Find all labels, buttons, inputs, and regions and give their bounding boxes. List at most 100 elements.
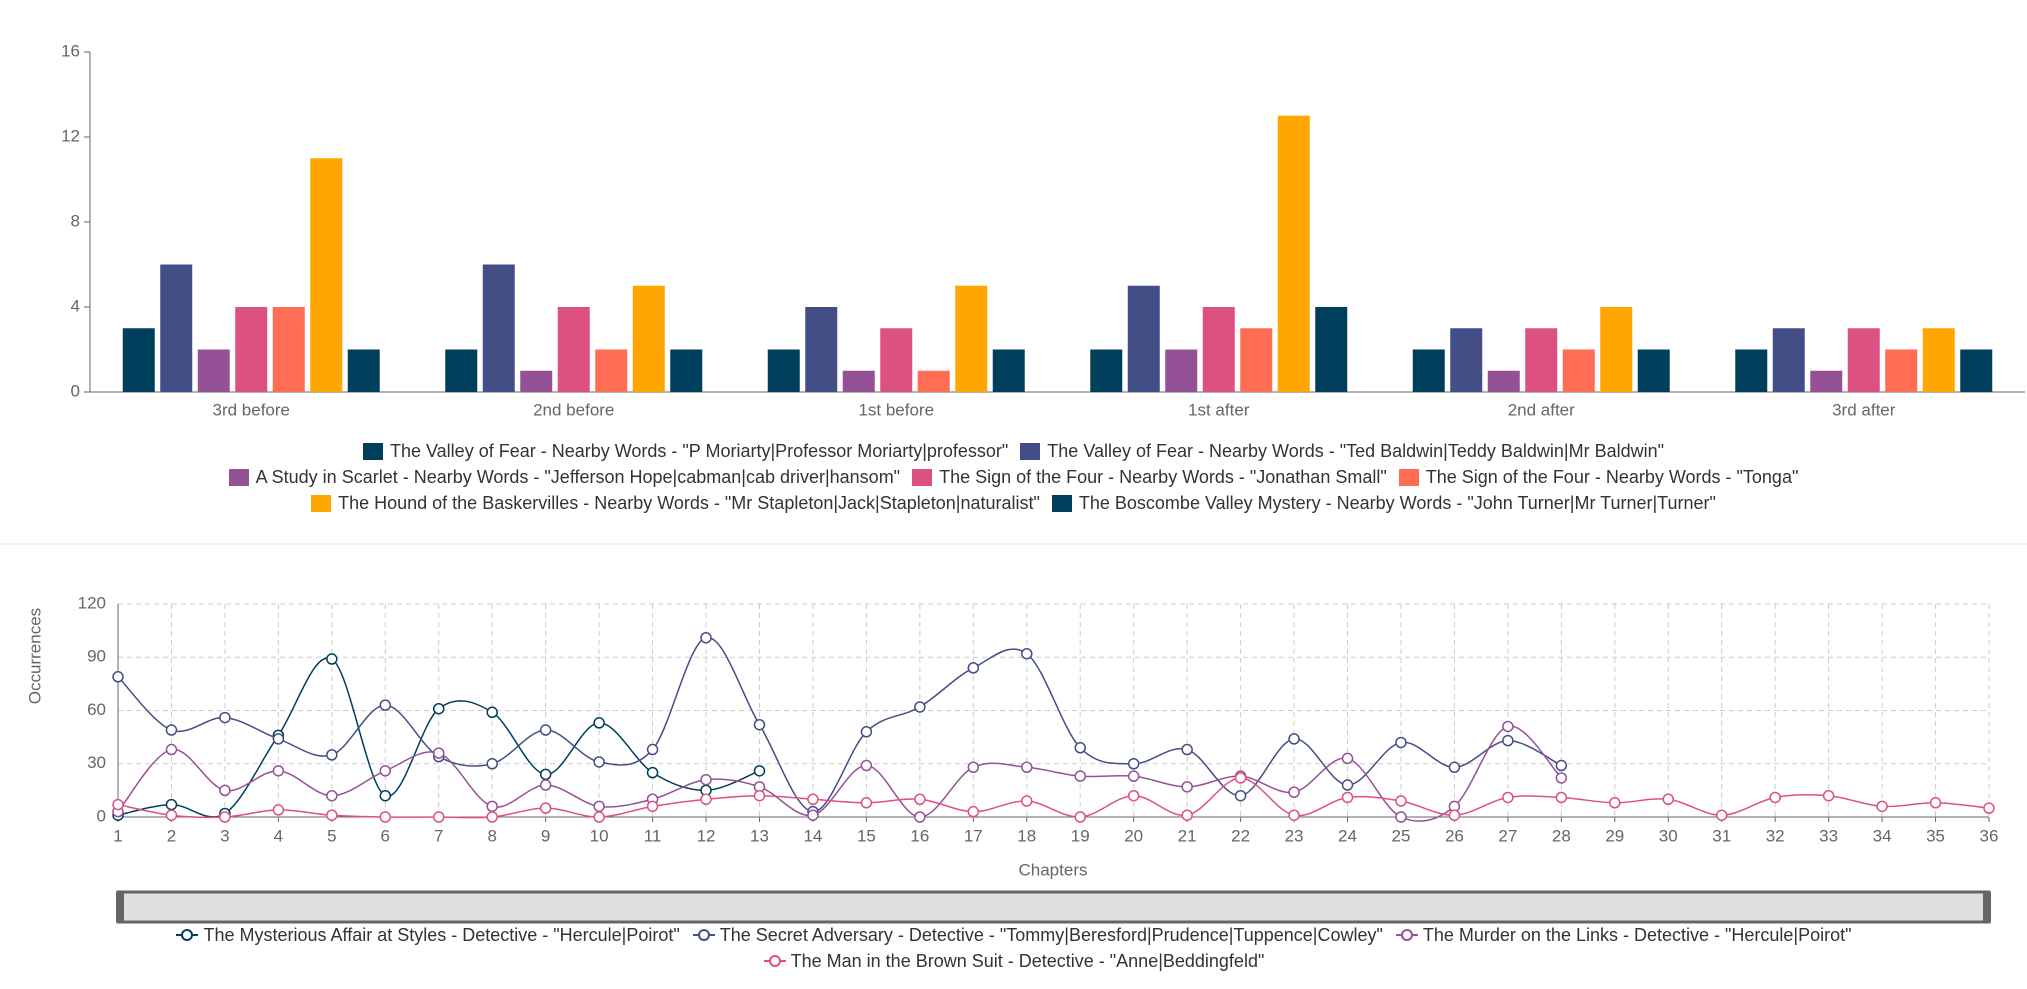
legend-swatch bbox=[1020, 442, 1041, 460]
x-tick-label: 3rd after bbox=[1832, 400, 1896, 419]
point bbox=[1662, 793, 1675, 805]
point bbox=[326, 789, 338, 802]
point bbox=[1555, 759, 1568, 772]
point bbox=[967, 761, 980, 774]
point bbox=[1448, 761, 1461, 774]
legend-swatch bbox=[1051, 494, 1072, 512]
y-tick-label: 90 bbox=[87, 647, 106, 666]
x-tick-label: 3 bbox=[220, 826, 229, 845]
bar bbox=[1240, 328, 1273, 392]
bar bbox=[1637, 349, 1670, 392]
x-tick-label: 25 bbox=[1392, 826, 1411, 845]
legend-label: The Boscombe Valley Mystery - Nearby Wor… bbox=[1078, 492, 1716, 513]
legend-item: The Secret Adversary - Detective - "Tomm… bbox=[692, 925, 1383, 946]
bar bbox=[1127, 285, 1160, 392]
legend-label: The Valley of Fear - Nearby Words - "P M… bbox=[389, 440, 1009, 461]
point bbox=[1127, 770, 1140, 782]
point bbox=[486, 758, 498, 770]
bar bbox=[917, 370, 950, 392]
point bbox=[326, 653, 338, 665]
point bbox=[807, 809, 819, 821]
line-legend: The Mysterious Affair at Styles - Detect… bbox=[0, 922, 2027, 974]
legend-marker bbox=[692, 929, 715, 941]
legend-label: The Hound of the Baskervilles - Nearby W… bbox=[338, 492, 1040, 513]
bar bbox=[880, 328, 913, 392]
legend-row: A Study in Scarlet - Nearby Words - "Jef… bbox=[0, 464, 2027, 490]
legend-label: The Sign of the Four - Nearby Words - "J… bbox=[939, 466, 1387, 487]
bar bbox=[992, 349, 1025, 392]
line bbox=[117, 777, 1990, 819]
slider-handle-left[interactable] bbox=[116, 892, 124, 922]
x-tick-label: 31 bbox=[1712, 826, 1731, 845]
x-tick-label: 2nd before bbox=[533, 400, 614, 419]
point bbox=[1822, 789, 1835, 802]
point bbox=[539, 779, 552, 791]
point bbox=[379, 789, 392, 802]
legend-item: The Valley of Fear - Nearby Words - "Ted… bbox=[1020, 441, 1664, 462]
point bbox=[860, 797, 873, 809]
legend-swatch bbox=[912, 468, 933, 486]
x-tick-label: 36 bbox=[1980, 826, 1999, 845]
point bbox=[272, 733, 285, 745]
legend-item: The Boscombe Valley Mystery - Nearby Wor… bbox=[1051, 492, 1716, 514]
legend-item: The Sign of the Four - Nearby Words - "T… bbox=[1398, 467, 1798, 488]
point bbox=[1395, 736, 1407, 749]
bar bbox=[160, 264, 193, 392]
point bbox=[753, 718, 766, 731]
legend-label: The Murder on the Links - Detective - "H… bbox=[1422, 924, 1852, 945]
point bbox=[379, 811, 392, 823]
point bbox=[1502, 734, 1514, 747]
point bbox=[914, 811, 926, 823]
bar bbox=[670, 349, 703, 392]
x-tick-label: 8 bbox=[487, 826, 496, 845]
x-tick-label: 11 bbox=[644, 826, 662, 845]
point bbox=[593, 811, 605, 823]
point bbox=[486, 800, 498, 813]
point bbox=[539, 724, 552, 736]
legend-label: The Secret Adversary - Detective - "Tomm… bbox=[719, 924, 1383, 945]
x-tick-label: 26 bbox=[1445, 826, 1464, 845]
x-tick-label: 33 bbox=[1819, 826, 1838, 845]
point bbox=[165, 724, 178, 736]
legend-label: A Study in Scarlet - Nearby Words - "Jef… bbox=[255, 466, 901, 487]
point bbox=[1021, 795, 1033, 807]
point bbox=[326, 749, 338, 761]
bar bbox=[1885, 349, 1918, 392]
bar bbox=[842, 370, 875, 392]
point bbox=[1555, 791, 1568, 804]
point bbox=[1341, 779, 1354, 791]
legend-marker bbox=[763, 955, 786, 967]
bar bbox=[272, 307, 305, 392]
point bbox=[700, 793, 712, 805]
line bbox=[117, 636, 1562, 813]
point bbox=[1074, 742, 1086, 754]
point bbox=[1074, 811, 1086, 823]
legend-row: The Valley of Fear - Nearby Words - "P M… bbox=[0, 438, 2027, 464]
y-tick-label: 0 bbox=[71, 381, 80, 400]
point bbox=[1502, 720, 1514, 733]
x-tick-label: 1st before bbox=[858, 400, 934, 419]
legend-swatch bbox=[1398, 468, 1419, 486]
point bbox=[1609, 797, 1621, 809]
point bbox=[1234, 789, 1247, 802]
point bbox=[1555, 772, 1568, 784]
point bbox=[1983, 802, 1995, 814]
slider-handle-right[interactable] bbox=[1983, 892, 1991, 922]
x-tick-label: 6 bbox=[381, 826, 390, 845]
point bbox=[1929, 797, 1942, 809]
x-tick-label: 18 bbox=[1017, 826, 1036, 845]
legend-label: The Man in the Brown Suit - Detective - … bbox=[790, 950, 1265, 971]
bar bbox=[1487, 370, 1520, 392]
y-tick-label: 4 bbox=[71, 296, 80, 315]
range-slider[interactable] bbox=[116, 890, 1991, 924]
point bbox=[1181, 743, 1193, 756]
point bbox=[593, 800, 605, 813]
point bbox=[219, 784, 231, 797]
bar bbox=[1450, 328, 1483, 392]
y-axis-title: Occurrences bbox=[25, 608, 44, 704]
point bbox=[593, 717, 605, 729]
point bbox=[326, 809, 338, 821]
point bbox=[646, 743, 659, 756]
